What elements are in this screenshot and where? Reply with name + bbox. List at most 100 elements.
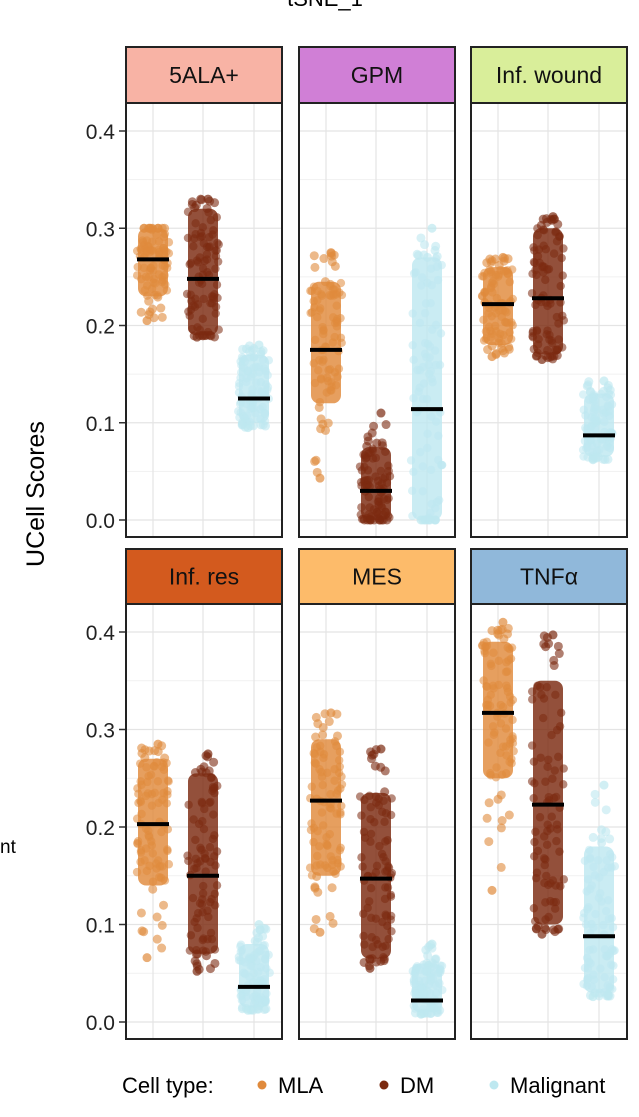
data-point <box>148 849 158 858</box>
outlier-point <box>588 832 598 842</box>
data-point <box>528 333 538 342</box>
data-point <box>322 839 331 849</box>
series-malignant <box>406 223 447 525</box>
data-point <box>337 780 347 789</box>
outlier-point <box>376 744 386 754</box>
data-point <box>607 863 616 872</box>
data-point <box>542 840 552 849</box>
outlier-point <box>416 515 426 525</box>
data-point <box>183 207 193 217</box>
outlier-point <box>202 203 212 213</box>
data-point <box>132 867 142 877</box>
data-point <box>383 883 393 892</box>
outlier-point <box>554 649 564 659</box>
outlier-point <box>365 515 375 525</box>
data-point <box>386 810 396 820</box>
data-point <box>136 857 145 867</box>
data-point <box>498 702 508 712</box>
data-point <box>164 860 174 869</box>
data-point <box>420 308 430 318</box>
outlier-point <box>312 871 322 881</box>
outlier-point <box>599 376 609 386</box>
outlier-point <box>380 787 390 797</box>
data-point <box>550 904 560 913</box>
data-point <box>435 979 444 988</box>
data-point <box>236 991 245 1001</box>
outlier-point <box>537 355 547 365</box>
data-point <box>157 827 166 837</box>
data-point <box>551 881 560 890</box>
data-point <box>609 946 618 956</box>
data-point <box>387 794 396 803</box>
outlier-point <box>245 347 255 357</box>
outlier-point <box>376 762 386 772</box>
outlier-point <box>209 757 219 767</box>
data-point <box>414 387 423 396</box>
data-point <box>236 942 245 951</box>
data-point <box>588 945 598 954</box>
data-point <box>491 309 501 318</box>
data-point <box>601 906 611 916</box>
outlier-point <box>487 885 497 895</box>
data-point <box>539 241 548 250</box>
facet-label: Inf. wound <box>496 62 602 88</box>
data-point <box>426 264 436 273</box>
data-point <box>530 837 539 847</box>
legend-item: Malignant <box>489 1073 605 1098</box>
data-point <box>372 861 382 871</box>
data-point <box>309 749 318 758</box>
data-point <box>500 317 510 327</box>
data-point <box>384 934 393 944</box>
data-point <box>317 808 327 817</box>
data-point <box>366 803 375 812</box>
data-point <box>330 368 340 377</box>
outlier-point <box>142 316 152 326</box>
data-point <box>438 985 447 995</box>
outlier-point <box>326 248 336 258</box>
series-malignant <box>579 780 620 1002</box>
outlier-point <box>590 797 600 807</box>
data-point <box>212 847 222 856</box>
data-point <box>581 411 590 420</box>
data-point <box>320 861 330 870</box>
series-mla <box>132 223 174 326</box>
outlier-point <box>588 455 598 465</box>
facet-strip <box>298 548 456 605</box>
data-point <box>378 942 387 952</box>
data-point <box>541 275 550 285</box>
data-point <box>559 244 568 253</box>
outlier-point <box>413 250 423 260</box>
data-point <box>599 920 608 930</box>
data-point <box>409 467 418 477</box>
data-point <box>366 884 376 893</box>
data-point <box>311 335 320 345</box>
series-malignant <box>578 376 617 465</box>
outlier-point <box>321 425 331 435</box>
legend-item: DM <box>379 1073 434 1098</box>
data-point <box>363 903 372 913</box>
data-point <box>413 365 422 375</box>
data-point <box>558 271 567 280</box>
data-point <box>531 827 540 836</box>
data-point <box>159 765 169 775</box>
data-point <box>365 897 374 906</box>
data-point <box>494 656 503 666</box>
data-point <box>205 843 215 852</box>
data-point <box>183 233 193 243</box>
data-point <box>418 462 428 471</box>
data-point <box>422 394 432 404</box>
data-point <box>423 986 432 996</box>
data-point <box>148 877 158 886</box>
data-point <box>248 385 257 394</box>
data-point <box>427 499 436 509</box>
outlier-point <box>600 455 610 465</box>
data-point <box>608 923 618 932</box>
data-point <box>540 878 549 888</box>
data-point <box>528 695 537 704</box>
outlier-point <box>499 348 509 358</box>
data-point <box>492 763 501 772</box>
series-dm <box>355 408 395 525</box>
outlier-point <box>548 354 558 364</box>
series-dm <box>355 744 397 973</box>
outlier-point <box>583 380 593 390</box>
